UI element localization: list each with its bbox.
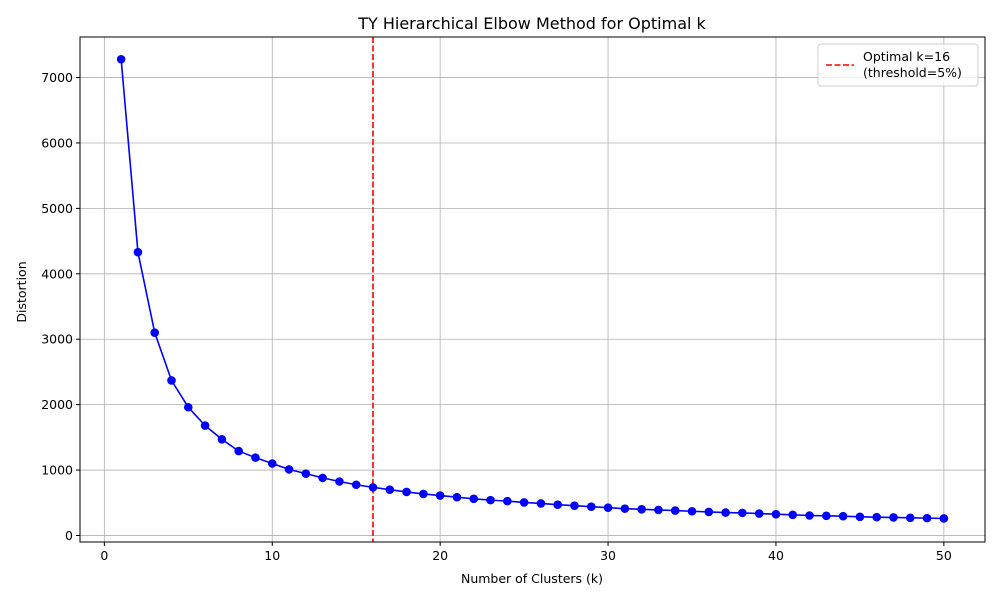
data-point [855,512,865,522]
data-point [318,473,327,483]
data-point [704,507,714,517]
data-point [503,496,512,506]
ticks-layer: 0 10 20 30 40 50 0 1000 2000 3000 4000 5000 6000 7000 [41,70,952,563]
legend-label-line2: (threshold=5%) [863,65,962,80]
y-tick-label: 6000 [41,135,73,150]
data-point [419,489,428,499]
data-point [721,508,730,517]
data-point [435,491,445,500]
x-tick-label: 20 [432,548,448,563]
data-point [351,480,361,490]
data-point [217,434,227,444]
data-point [284,465,294,474]
y-tick-label: 7000 [41,70,73,85]
data-point [637,504,646,514]
data-point [687,506,697,516]
data-point [771,509,781,519]
legend-label-line1: Optimal k=16 [863,49,950,64]
y-axis-label: Distortion [14,261,29,322]
data-point [402,487,411,497]
data-point [620,504,630,513]
data-point [167,376,176,385]
x-tick-label: 0 [100,548,108,563]
x-tick-label: 40 [768,548,784,563]
legend: Optimal k=16 (threshold=5%) [817,43,979,87]
grid [80,37,985,542]
y-tick-label: 3000 [41,332,73,347]
data-point [738,508,747,518]
y-tick-label: 5000 [41,201,73,216]
data-point [822,511,831,521]
data-point [805,511,814,520]
data-point [889,513,898,522]
legend-box [817,43,979,87]
y-tick-label: 4000 [41,266,73,281]
y-tick-label: 1000 [41,463,73,478]
y-tick-label: 0 [65,528,73,543]
chart-title: TY Hierarchical Elbow Method for Optimal… [357,14,706,33]
data-point [385,485,395,494]
plot-frame [79,36,986,543]
data-point [469,494,479,504]
x-tick-label: 30 [600,548,616,563]
data-point [452,492,462,502]
data-point [838,511,848,521]
data-point [754,509,764,518]
x-tick-label: 10 [264,548,280,563]
data-point [150,328,160,337]
y-tick-label: 2000 [41,397,73,412]
data-point [251,453,260,462]
data-point [922,513,932,523]
data-point [586,502,596,511]
data-point [603,503,613,512]
data-point [905,513,915,523]
data-point [939,514,949,523]
data-point [553,500,562,510]
data-point [368,483,378,492]
data-point [234,446,243,456]
data-point [788,510,798,520]
data-point [200,421,210,430]
x-tick-label: 50 [936,548,952,563]
data-point [486,495,495,505]
data-point [267,459,277,468]
data-point [301,469,311,478]
data-point [570,501,579,510]
distortion-line [120,59,944,520]
data-point [116,54,126,64]
data-point [519,498,529,507]
data-point [872,512,882,522]
data-point [536,499,546,508]
data-point [335,477,344,486]
data-point [654,505,663,515]
series-layer [116,54,949,523]
data-point [670,506,680,515]
data-point [133,247,143,257]
x-axis-label: Number of Clusters (k) [461,571,603,586]
data-point [183,402,193,412]
